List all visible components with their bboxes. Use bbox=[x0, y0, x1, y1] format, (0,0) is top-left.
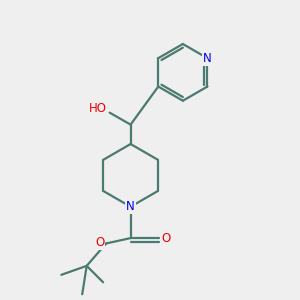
Text: N: N bbox=[126, 200, 135, 213]
Text: N: N bbox=[203, 52, 212, 65]
Text: O: O bbox=[95, 236, 104, 249]
Text: O: O bbox=[161, 232, 170, 244]
Text: HO: HO bbox=[89, 102, 107, 115]
